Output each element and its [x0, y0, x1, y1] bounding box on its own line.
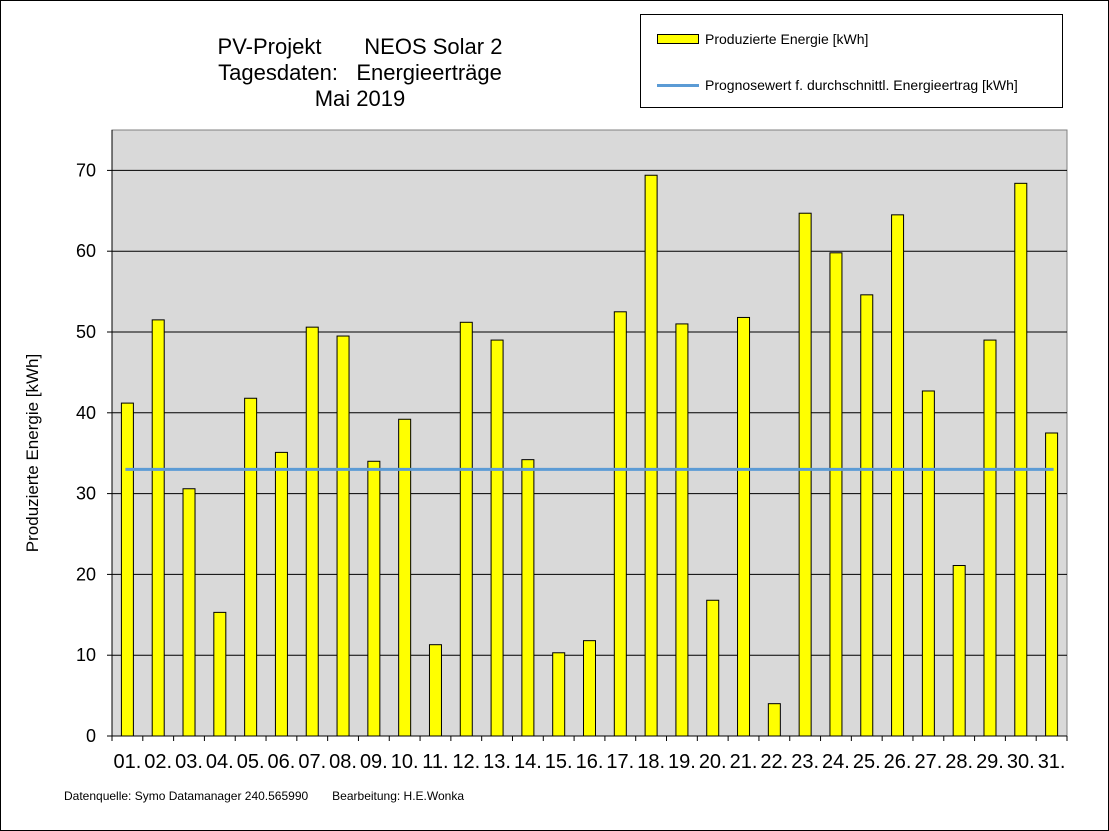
bar [305, 326, 319, 737]
bar [891, 214, 905, 737]
editor-credit: Bearbeitung: H.E.Wonka [332, 789, 465, 803]
x-tick-label: 16. [576, 751, 604, 773]
x-tick-label: 02. [144, 751, 172, 773]
x-tick-label: 30. [1007, 751, 1035, 773]
y-axis: 0 10 20 30 40 50 60 70 [76, 130, 113, 746]
bar [798, 212, 812, 737]
bar [1045, 432, 1059, 737]
x-tick-label: 14. [514, 751, 542, 773]
legend: Produzierte Energie [kWh] Prognosewert f… [640, 14, 1063, 108]
legend-item-forecast: Prognosewert f. durchschnittl. Energieer… [657, 77, 1018, 93]
x-tick-label: 19. [668, 751, 696, 773]
y-tick-label: 60 [76, 241, 96, 261]
x-axis: 01. 02. 03. 04. 05. 06. 07. 08. 09. 10. 11. 12. 13. 1… [111, 735, 1068, 773]
legend-item-bars: Produzierte Energie [kWh] [657, 31, 868, 47]
plot-area [111, 129, 1068, 737]
y-tick-label: 20 [76, 564, 96, 584]
x-tick-label: 06. [268, 751, 296, 773]
bar [398, 418, 412, 737]
bar [613, 311, 627, 737]
bar [120, 402, 134, 737]
bar [767, 703, 781, 737]
legend-line-label: Prognosewert f. durchschnittl. Energieer… [705, 77, 1018, 93]
y-tick-label: 40 [76, 403, 96, 423]
bar [182, 488, 196, 737]
bar [583, 640, 596, 737]
footer: Datenquelle: Symo Datamanager 240.565990… [64, 789, 488, 803]
bar [428, 644, 442, 737]
legend-line-swatch [657, 83, 699, 87]
bar [644, 174, 658, 737]
chart-title-line1: PV-Projekt NEOS Solar 2 [217, 34, 503, 59]
bar [521, 459, 535, 737]
x-tick-label: 28. [945, 751, 973, 773]
bar [151, 319, 165, 737]
gridlines [112, 169, 1067, 656]
x-tick-label: 01. [113, 751, 141, 773]
y-tick-label: 0 [86, 726, 96, 746]
x-tick-label: 05. [237, 751, 265, 773]
legend-bar-swatch [657, 34, 699, 44]
x-tick-label: 11. [422, 751, 448, 773]
bar [952, 565, 966, 737]
bar [274, 451, 288, 737]
bar [860, 294, 874, 737]
x-tick-label: 29. [976, 751, 1004, 773]
x-tick-label: 31. [1038, 751, 1066, 773]
bar [983, 339, 997, 737]
y-tick-label: 70 [76, 160, 96, 180]
bar [490, 339, 504, 737]
x-tick-label: 17. [606, 751, 634, 773]
bar [367, 460, 381, 737]
legend-bar-label: Produzierte Energie [kWh] [705, 31, 869, 47]
x-tick-label: 10. [391, 751, 419, 773]
data-source: Datenquelle: Symo Datamanager 240.565990 [64, 789, 309, 803]
y-tick-label: 50 [76, 322, 96, 342]
bar [244, 397, 258, 737]
x-tick-label: 20. [699, 751, 727, 773]
x-tick-label: 09. [360, 751, 388, 773]
x-tick-label: 24. [822, 751, 850, 773]
bar [552, 652, 566, 737]
x-tick-label: 13. [483, 751, 511, 773]
chart-title-line3: Mai 2019 [314, 86, 406, 111]
x-tick-label: 12. [452, 751, 480, 773]
x-tick-label: 23. [791, 751, 819, 773]
y-axis-label: Produzierte Energie [kWh] [23, 354, 42, 552]
x-tick-label: 04. [206, 751, 234, 773]
x-tick-label: 27. [914, 751, 942, 773]
bar [829, 252, 843, 737]
x-tick-label: 03. [175, 751, 203, 773]
x-tick-label: 07. [298, 751, 326, 773]
y-tick-label: 30 [76, 484, 96, 504]
x-tick-label: 15. [545, 751, 573, 773]
x-tick-label: 21. [730, 751, 758, 773]
bar [336, 335, 350, 737]
x-tick-label: 18. [637, 751, 665, 773]
y-tick-label: 10 [76, 645, 96, 665]
bar [706, 599, 720, 737]
x-tick-label: 08. [329, 751, 357, 773]
bar [213, 611, 227, 737]
bar [459, 321, 473, 737]
bar [1014, 182, 1028, 737]
chart-title-line2: Tagesdaten: Energieerträge [218, 60, 502, 85]
x-tick-label: 26. [884, 751, 912, 773]
x-tick-label: 22. [760, 751, 788, 773]
chart-title: PV-Projekt NEOS Solar 2 Tagesdaten: Ener… [190, 34, 530, 112]
x-tick-label: 25. [853, 751, 881, 773]
bar [675, 323, 689, 737]
bar [737, 316, 751, 737]
bar [921, 390, 935, 737]
